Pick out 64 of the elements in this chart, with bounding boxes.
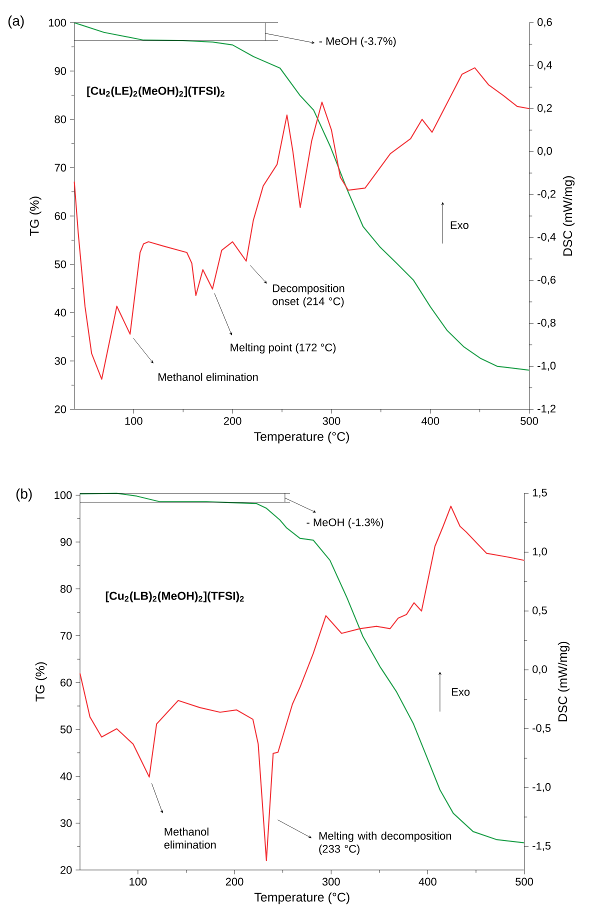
x-tick-label: 300 bbox=[322, 878, 340, 886]
y2-tick-label: 0,4 bbox=[538, 61, 552, 70]
y-tick-label: 40 bbox=[60, 772, 72, 780]
y-tick-label: 80 bbox=[54, 115, 66, 124]
x-tick-label: 100 bbox=[130, 878, 147, 886]
annotation: Melting with decomposition (233 °C) bbox=[319, 832, 452, 855]
y-axis-title: TG (%) bbox=[30, 196, 42, 236]
text: [Cu$_{2}$(LB)$_{2}$(MeOH)$_{2}$](TFSI)$_{2}$ bbox=[106, 591, 244, 602]
y-tick-label: 70 bbox=[60, 632, 72, 640]
annotation: Exo bbox=[452, 688, 470, 696]
annotation: Decomposition onset (214 °C) bbox=[272, 284, 344, 308]
y2-axis-title: DSC (mW/mg) bbox=[558, 642, 570, 722]
y2-tick-label: -0,6 bbox=[538, 276, 556, 285]
y2-tick-label: 0,0 bbox=[532, 665, 547, 674]
y-tick-label: 100 bbox=[54, 491, 72, 500]
annotation: - MeOH (-1.3%) bbox=[306, 518, 384, 528]
x-tick-label: 300 bbox=[322, 417, 340, 425]
y2-tick-label: 1,0 bbox=[532, 548, 547, 557]
y2-tick-label: -0,4 bbox=[538, 232, 556, 242]
x-axis-title: Temperature (°C) bbox=[254, 432, 349, 444]
annotation: Methanol elimination bbox=[164, 828, 216, 849]
y-tick-label: 90 bbox=[60, 538, 72, 546]
y-tick-label: 40 bbox=[54, 308, 66, 317]
y-axis-title: TG (%) bbox=[35, 662, 47, 702]
y-tick-label: 70 bbox=[54, 164, 66, 172]
annotation: Melting point (172 °C) bbox=[230, 343, 336, 354]
x-axis-title: Temperature (°C) bbox=[254, 892, 350, 904]
y-tick-label: 60 bbox=[54, 212, 66, 220]
y-tick-label: 50 bbox=[54, 260, 66, 268]
y2-tick-label: -0,2 bbox=[538, 190, 556, 200]
y-tick-label: 30 bbox=[54, 357, 66, 365]
y2-tick-label: 0,6 bbox=[538, 18, 552, 28]
x-tick-label: 500 bbox=[520, 417, 538, 425]
text: [Cu$_{2}$(LE)$_{2}$(MeOH)$_{2}$](TFSI)$_{2}$ bbox=[87, 86, 224, 98]
y2-axis-title: DSC (mW/mg) bbox=[562, 176, 575, 256]
y2-tick-label: 0,2 bbox=[538, 104, 552, 114]
y-tick-label: 20 bbox=[54, 405, 66, 414]
y2-tick-label: -0,5 bbox=[532, 724, 551, 734]
x-tick-label: 200 bbox=[226, 878, 244, 886]
x-tick-label: 200 bbox=[224, 417, 242, 425]
y2-tick-label: -1,0 bbox=[532, 783, 551, 792]
x-tick-label: 100 bbox=[125, 417, 142, 425]
x-tick-label: 400 bbox=[421, 417, 440, 425]
y2-tick-label: 0,0 bbox=[538, 147, 552, 156]
y2-tick-label: -1,5 bbox=[532, 842, 551, 851]
x-tick-label: 500 bbox=[516, 878, 534, 886]
annotation: Exo bbox=[450, 221, 468, 230]
y2-tick-label: 0,5 bbox=[532, 606, 547, 616]
y-tick-label: 90 bbox=[54, 67, 66, 75]
y-tick-label: 100 bbox=[48, 18, 66, 27]
y-tick-label: 50 bbox=[60, 726, 72, 734]
annotation: - MeOH (-3.7%) bbox=[319, 36, 396, 48]
y-tick-label: 60 bbox=[60, 678, 72, 686]
y2-tick-label: -1,2 bbox=[538, 404, 556, 414]
chart-title: (a) bbox=[8, 15, 24, 29]
y2-tick-label: -0,8 bbox=[538, 318, 556, 328]
x-tick-label: 400 bbox=[418, 878, 436, 886]
y-tick-label: 20 bbox=[60, 866, 72, 874]
chart-title: (b) bbox=[16, 488, 32, 502]
y2-tick-label: -1,0 bbox=[538, 362, 556, 371]
y-tick-label: 80 bbox=[60, 584, 72, 593]
y2-tick-label: 1,5 bbox=[532, 488, 547, 498]
y-tick-label: 30 bbox=[60, 819, 72, 828]
annotation: Methanol elimination bbox=[158, 372, 258, 381]
